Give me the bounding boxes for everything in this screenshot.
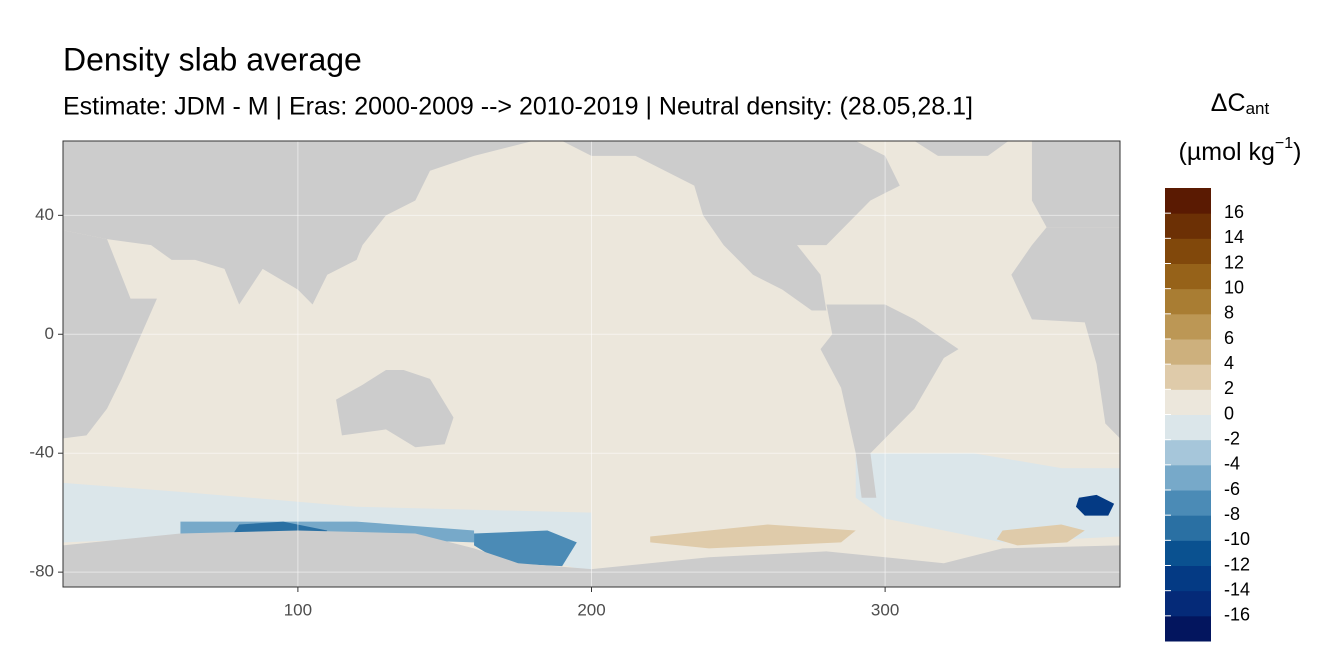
colorbar-bin bbox=[1165, 238, 1211, 264]
colorbar-bin bbox=[1165, 263, 1211, 290]
legend-title: ΔCant bbox=[1211, 89, 1270, 119]
colorbar-bin bbox=[1165, 540, 1211, 566]
legend-title-main: ΔC bbox=[1211, 89, 1246, 117]
land bbox=[63, 530, 1120, 587]
colorbar-label: -8 bbox=[1224, 504, 1240, 524]
colorbar-bin bbox=[1165, 439, 1211, 466]
colorbar-bin bbox=[1165, 615, 1211, 642]
colorbar-bin bbox=[1165, 364, 1211, 390]
x-tick-label: 100 bbox=[284, 600, 312, 619]
land bbox=[820, 304, 959, 498]
colorbar-label: -4 bbox=[1224, 454, 1240, 474]
ocean-region bbox=[650, 524, 856, 549]
colorbar-bin bbox=[1165, 213, 1211, 239]
colorbar-label: -6 bbox=[1224, 479, 1240, 499]
colorbar-bin bbox=[1165, 288, 1211, 315]
colorbar-label: 12 bbox=[1224, 252, 1244, 272]
chart-subtitle: Estimate: JDM - M | Eras: 2000-2009 --> … bbox=[63, 93, 973, 121]
ocean-region bbox=[1075, 494, 1115, 516]
land bbox=[1011, 227, 1120, 439]
land bbox=[1031, 141, 1120, 228]
y-tick-label: 0 bbox=[45, 324, 54, 343]
y-tick-label: -40 bbox=[29, 443, 54, 462]
colorbar-label: -14 bbox=[1224, 579, 1250, 599]
colorbar-bin bbox=[1165, 490, 1211, 516]
colorbar-bin bbox=[1165, 389, 1211, 415]
colorbar-label: 2 bbox=[1224, 378, 1234, 398]
panel-border bbox=[62, 140, 1121, 588]
ocean-region bbox=[996, 524, 1085, 546]
map-panel bbox=[63, 141, 1120, 587]
colorbar-bin bbox=[1165, 565, 1211, 592]
colorbar-bin bbox=[1165, 339, 1211, 365]
legend-unit: (µmol kg−1) bbox=[1179, 135, 1302, 165]
colorbar-label: 14 bbox=[1224, 227, 1244, 247]
colorbar-bin bbox=[1165, 515, 1211, 541]
legend-unit-sup: −1 bbox=[1275, 135, 1293, 152]
ocean-region bbox=[855, 453, 1120, 543]
colorbar-label: -12 bbox=[1224, 554, 1250, 574]
y-tick-label: -80 bbox=[29, 562, 54, 581]
land bbox=[562, 141, 900, 311]
colorbar-label: -16 bbox=[1224, 605, 1250, 625]
x-tick-label: 300 bbox=[871, 600, 899, 619]
legend-title-sub: ant bbox=[1246, 99, 1270, 118]
colorbar-label: 8 bbox=[1224, 303, 1234, 323]
colorbar-label: -2 bbox=[1224, 428, 1240, 448]
land bbox=[336, 369, 454, 448]
legend-unit-text: (µmol kg bbox=[1179, 138, 1275, 166]
colorbar-label: 6 bbox=[1224, 328, 1234, 348]
land bbox=[914, 141, 1009, 156]
colorbar-bin bbox=[1165, 313, 1211, 340]
colorbar-label: 0 bbox=[1224, 403, 1234, 423]
colorbar-label: 10 bbox=[1224, 277, 1244, 297]
colorbar-label: -10 bbox=[1224, 529, 1250, 549]
legend-unit-close: ) bbox=[1293, 138, 1301, 166]
colorbar-label: 4 bbox=[1224, 353, 1234, 373]
colorbar-bin bbox=[1165, 188, 1211, 214]
chart-title: Density slab average bbox=[63, 41, 362, 77]
y-tick-label: 40 bbox=[35, 205, 54, 224]
colorbar-bin bbox=[1165, 590, 1211, 617]
x-tick-label: 200 bbox=[577, 600, 605, 619]
colorbar-label: 16 bbox=[1224, 202, 1244, 222]
colorbar-bin bbox=[1165, 414, 1211, 441]
colorbar-bin bbox=[1165, 464, 1211, 491]
